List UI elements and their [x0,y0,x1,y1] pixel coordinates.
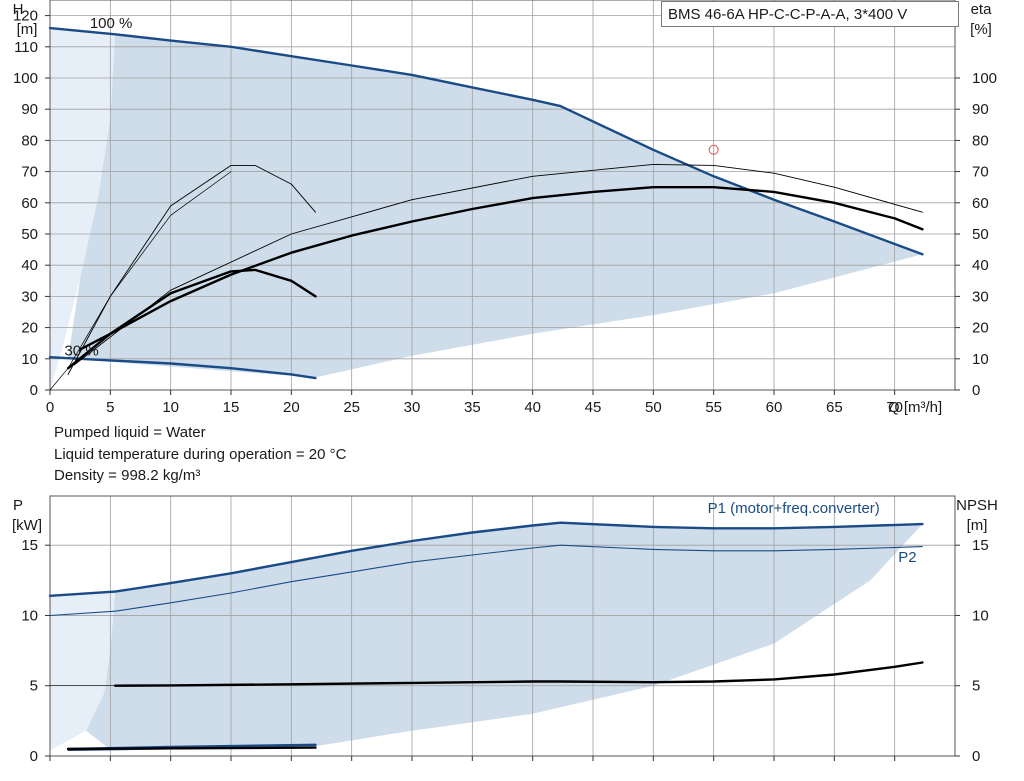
y-tick-label-left: 5 [30,678,38,695]
y-tick-label-left: 70 [21,164,38,181]
series-line-p2 [49,544,923,617]
y-tick-label-right: 100 [972,70,997,87]
y-tick-label-left: 80 [21,132,38,149]
y-axis-unit-right: [%] [970,21,992,38]
series-line-eta-thin-100- [73,163,923,366]
y-tick-label-right: 30 [972,288,989,305]
y-tick-label-left: 0 [30,382,38,399]
y-tick-label-left: 10 [21,351,38,368]
y-axis-unit-left: [m] [17,21,38,38]
operating-area-light [50,591,116,751]
y-tick-label-right: 80 [972,132,989,149]
y-tick-label-left: 20 [21,320,38,337]
x-tick-label: 10 [162,399,179,416]
operating-point-marker [708,144,719,155]
y-axis-title-left: H [13,1,24,18]
y-tick-label-right: 70 [972,164,989,181]
x-tick-label: 45 [585,399,602,416]
y-axis-title-right: eta [971,1,993,18]
series-line-eta-100- [78,185,924,351]
x-tick-label: 15 [223,399,240,416]
y-tick-label-right: 0 [972,748,980,765]
x-tick-label: 40 [524,399,541,416]
power-chart: 0 5 10 15 0 5 10 15 P [kW] NPSH [m] P1 (motor+freq.c… [12,495,998,765]
liquid-temperature-info: Liquid temperature during operation = 20… [54,446,347,463]
x-tick-label: 20 [283,399,300,416]
y-axis-unit-left: [kW] [12,517,42,534]
y-tick-label-left: 100 [13,70,38,87]
model-label-box: BMS 46-6A HP-C-C-P-A-A, 3*400 V [661,1,959,27]
x-tick-label: 25 [343,399,360,416]
y-tick-label-left: 90 [21,101,38,118]
series-line-h-30- [48,356,317,380]
x-tick-label: 65 [826,399,843,416]
y-tick-label-right: 20 [972,320,989,337]
y-tick-label-left: 40 [21,257,38,274]
x-tick-label: 35 [464,399,481,416]
pumped-liquid-info: Pumped liquid = Water [54,424,206,441]
x-tick-label: 55 [705,399,722,416]
y-tick-label-right: 5 [972,678,980,695]
series-line-npsh [113,661,924,687]
series-line-p1 [48,521,924,597]
y-tick-label-left: 60 [21,195,38,212]
y-tick-label-right: 10 [972,351,989,368]
series-label: P2 [898,549,916,566]
y-tick-label-right: 90 [972,101,989,118]
y-tick-label-left: 120 [13,8,38,25]
x-axis-title: Q [m³/h] [888,399,942,416]
series-line-eta-30- [66,268,317,370]
y-tick-label-right: 60 [972,195,989,212]
series-label: P1 (motor+freq.converter) [708,500,880,517]
y-tick-label-left: 30 [21,288,38,305]
x-tick-label: 30 [404,399,421,416]
operating-area-light [50,28,116,390]
y-tick-label-left: 10 [21,607,38,624]
y-tick-label-left: 110 [14,39,38,56]
y-axis-title-left: P [13,497,23,514]
plot-frame [49,0,956,391]
y-tick-label-right: 10 [972,607,989,624]
x-tick-label: 5 [106,399,114,416]
series-line-npsh-30- [66,746,317,751]
y-tick-label-right: 40 [972,257,989,274]
x-tick-label: 50 [645,399,662,416]
x-tick-label: 60 [766,399,783,416]
y-tick-label-left: 15 [21,537,38,554]
y-axis-unit-right: [m] [967,517,988,534]
y-tick-label-right: 15 [972,537,989,554]
series-line-h-100- [48,26,924,256]
y-tick-label-right: 50 [972,226,989,243]
y-tick-label-right: 0 [972,382,980,399]
speed-annotation: 100 % [90,15,133,32]
y-axis-title-right: NPSH [956,497,998,514]
y-tick-label-left: 0 [30,748,38,765]
speed-annotation: 30 % [64,343,98,360]
y-tick-label-left: 50 [21,226,38,243]
x-tick-label: 70 [886,399,903,416]
plot-frame [49,495,956,757]
qh-chart: 0102030405060708090100110120010203040506… [13,0,997,416]
density-info: Density = 998.2 kg/m³ [54,467,201,484]
x-tick-label: 0 [46,399,54,416]
series-line-system-curve [49,171,232,391]
